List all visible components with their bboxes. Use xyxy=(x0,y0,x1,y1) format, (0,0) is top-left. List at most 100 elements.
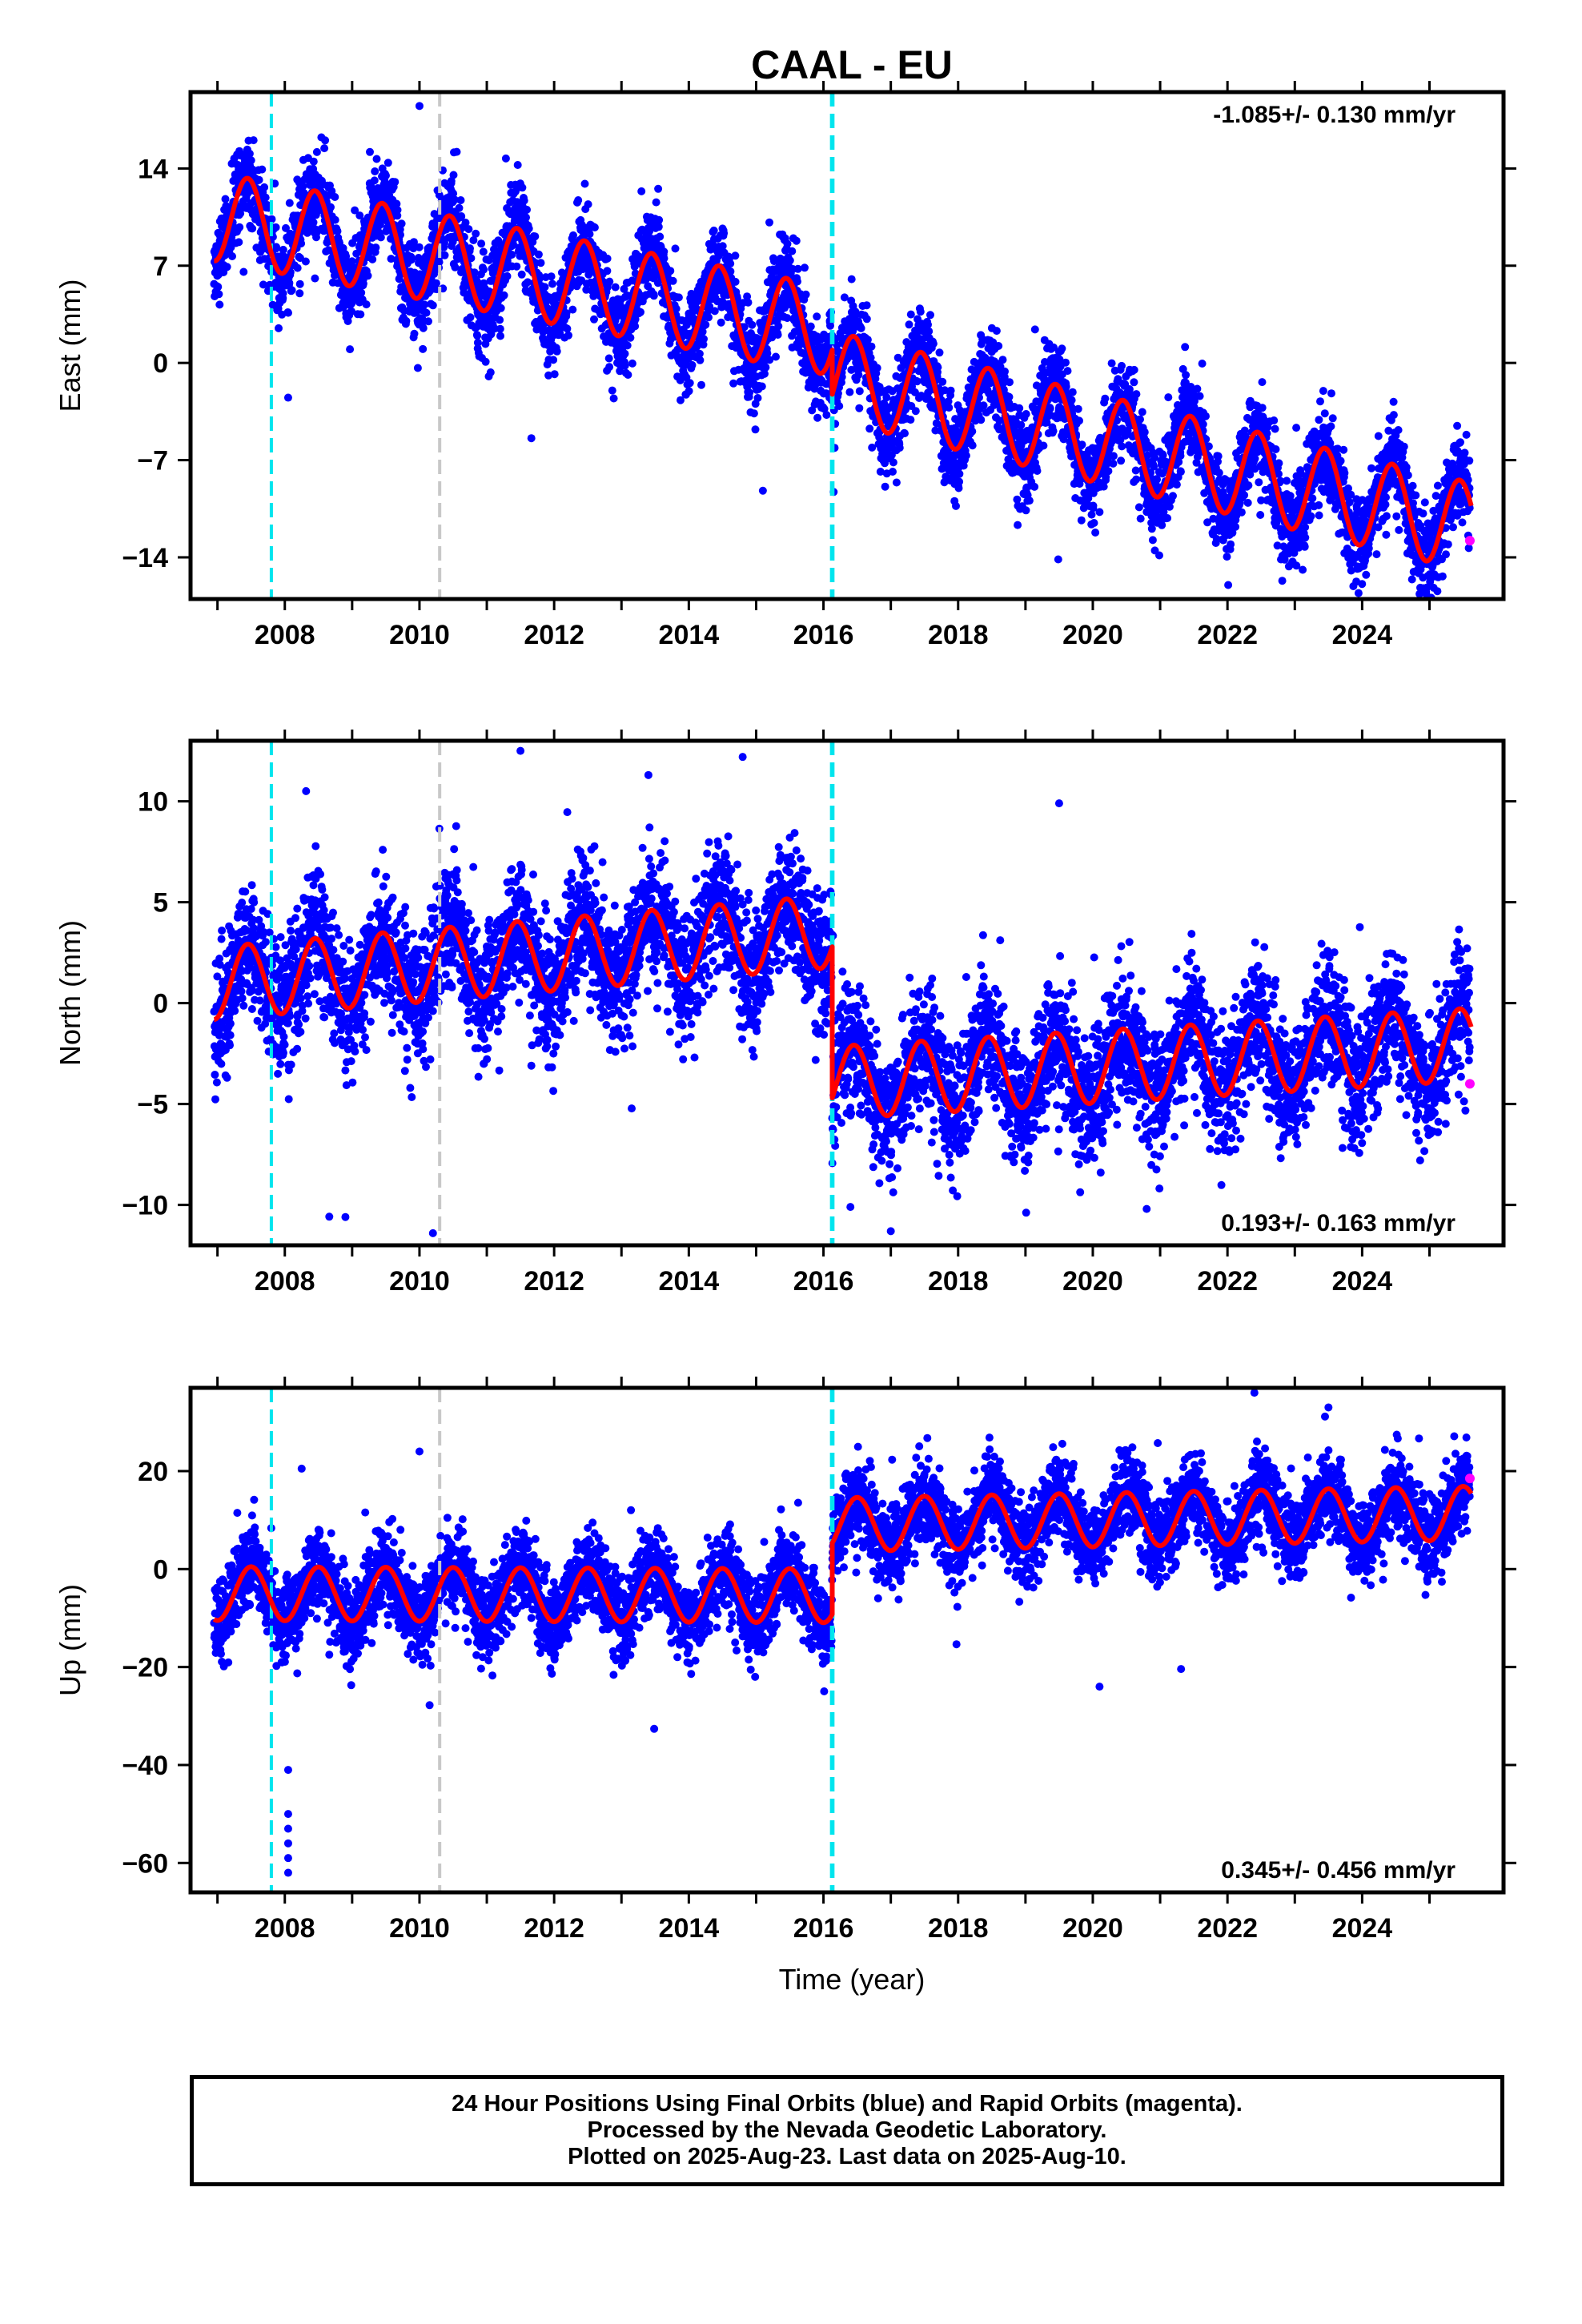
final-orbit-point xyxy=(1006,378,1014,387)
final-orbit-point xyxy=(1109,452,1118,460)
final-orbit-point xyxy=(258,165,267,174)
final-orbit-point xyxy=(1022,506,1030,515)
final-orbit-point xyxy=(480,265,488,274)
final-orbit-point xyxy=(486,368,495,376)
final-orbit-point xyxy=(376,233,385,242)
final-orbit-point xyxy=(731,277,740,286)
final-orbit-point xyxy=(1163,514,1172,522)
final-orbit-point xyxy=(383,159,392,167)
final-orbit-point xyxy=(862,315,871,324)
final-orbit-point xyxy=(720,229,729,238)
final-orbit-point xyxy=(717,318,725,327)
final-orbit-point xyxy=(562,309,571,318)
final-orbit-point xyxy=(892,478,901,487)
final-orbit-point xyxy=(792,236,801,245)
final-orbit-point xyxy=(697,380,705,389)
final-orbit-point xyxy=(342,252,351,260)
final-orbit-point xyxy=(1181,343,1190,352)
final-orbit-point xyxy=(331,215,339,224)
final-orbit-point xyxy=(287,286,296,295)
final-orbit-point xyxy=(620,361,629,370)
final-orbit-point xyxy=(603,254,612,263)
final-orbit-point xyxy=(284,308,292,317)
final-orbit-point xyxy=(1049,427,1058,436)
final-orbit-point xyxy=(440,251,449,259)
final-orbit-point xyxy=(1015,404,1024,412)
final-orbit-point xyxy=(247,156,255,165)
final-orbit-point xyxy=(512,262,521,271)
final-orbit-point xyxy=(783,239,792,248)
final-orbit-point xyxy=(889,468,897,476)
final-orbit-point xyxy=(235,238,243,247)
final-orbit-point xyxy=(1118,361,1126,370)
final-orbit-point xyxy=(654,223,663,231)
final-orbit-point xyxy=(1231,522,1240,531)
final-orbit-point xyxy=(1091,529,1100,537)
final-orbit-point xyxy=(355,211,364,220)
final-orbit-point xyxy=(451,263,460,271)
final-orbit-point xyxy=(901,429,909,438)
final-orbit-point xyxy=(783,314,792,323)
final-orbit-point xyxy=(873,364,881,372)
final-orbit-point xyxy=(223,263,231,271)
final-orbit-point xyxy=(327,187,336,195)
final-orbit-point xyxy=(496,304,505,312)
final-orbit-point xyxy=(221,195,230,203)
final-orbit-point xyxy=(419,324,428,332)
final-orbit-point xyxy=(496,324,504,333)
final-orbit-point xyxy=(793,277,801,286)
final-orbit-point xyxy=(1062,382,1070,391)
final-orbit-point xyxy=(580,179,589,188)
final-orbit-point xyxy=(813,312,821,321)
final-orbit-point xyxy=(1240,491,1249,500)
final-orbit-point xyxy=(250,35,258,43)
final-orbit-point xyxy=(410,238,418,247)
final-orbit-point xyxy=(1258,378,1267,387)
final-orbit-point xyxy=(905,320,913,329)
final-orbit-point xyxy=(449,171,458,179)
final-orbit-point xyxy=(518,183,527,192)
final-orbit-point xyxy=(660,254,669,263)
final-orbit-point xyxy=(1118,442,1126,451)
east-panel: 2008 2010 2012 2014 2016 2018 2020 2022 20241470… xyxy=(54,35,1516,650)
final-orbit-point xyxy=(631,322,640,331)
final-orbit-point xyxy=(938,377,947,386)
final-orbit-point xyxy=(544,371,553,380)
final-orbit-point xyxy=(906,416,915,424)
final-orbit-point xyxy=(685,379,694,388)
final-orbit-point xyxy=(479,247,488,256)
final-orbit-point xyxy=(761,363,770,372)
final-orbit-point xyxy=(450,195,459,204)
final-orbit-point xyxy=(826,321,834,330)
final-orbit-point xyxy=(1078,440,1086,449)
final-orbit-point xyxy=(753,394,762,402)
final-orbit-point xyxy=(536,259,545,267)
final-orbit-point xyxy=(346,345,355,354)
final-orbit-point xyxy=(1147,525,1156,533)
final-orbit-point xyxy=(751,425,760,434)
final-orbit-point xyxy=(773,331,782,339)
final-orbit-point xyxy=(772,352,780,361)
final-orbit-point xyxy=(649,292,658,300)
final-orbit-point xyxy=(321,136,330,145)
final-orbit-point xyxy=(568,305,577,314)
final-orbit-point xyxy=(636,308,644,316)
final-orbit-point xyxy=(745,388,754,397)
final-orbit-point xyxy=(955,477,964,486)
final-orbit-point xyxy=(696,356,705,364)
final-orbit-point xyxy=(992,327,1001,336)
final-orbit-point xyxy=(1224,581,1233,589)
final-orbit-point xyxy=(455,203,464,212)
final-orbit-point xyxy=(235,223,244,231)
final-orbit-point xyxy=(513,161,522,169)
final-orbit-point xyxy=(935,348,944,357)
final-orbit-point xyxy=(1155,551,1163,560)
final-orbit-point xyxy=(1237,508,1246,517)
final-orbit-point xyxy=(1176,468,1185,476)
final-orbit-point xyxy=(946,386,955,395)
final-orbit-point xyxy=(671,244,680,253)
final-orbit-point xyxy=(308,176,317,185)
final-orbit-point xyxy=(1001,367,1009,376)
final-orbit-point xyxy=(481,357,490,366)
final-orbit-point xyxy=(700,335,708,344)
